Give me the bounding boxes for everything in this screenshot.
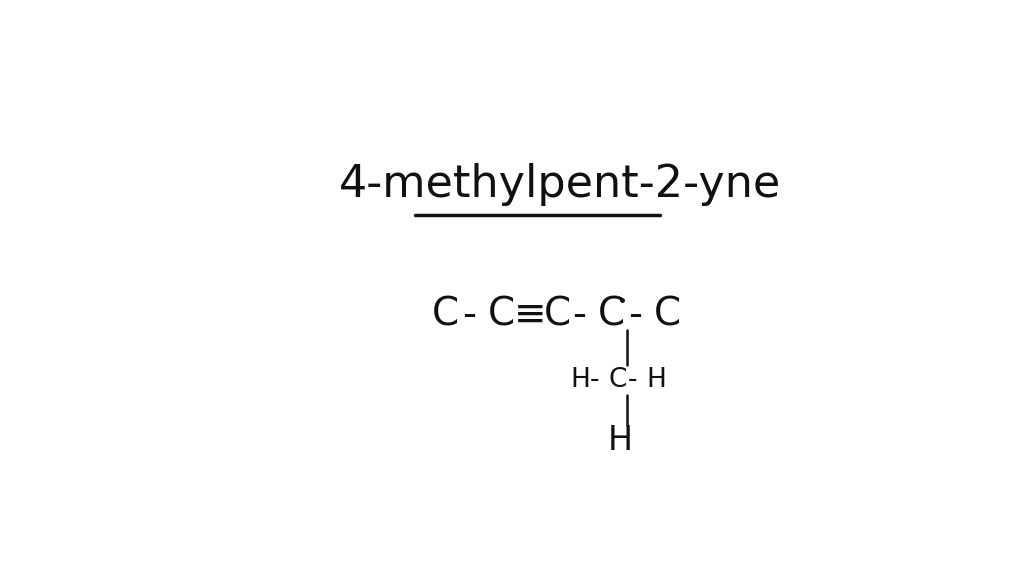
Text: C: C <box>598 296 625 334</box>
Text: H: H <box>646 367 666 393</box>
Text: C: C <box>654 296 681 334</box>
Text: -: - <box>590 367 599 393</box>
Text: C: C <box>488 296 515 334</box>
Text: C: C <box>608 367 627 393</box>
Text: H: H <box>607 423 633 457</box>
Text: ≡: ≡ <box>514 296 547 334</box>
Text: C: C <box>544 296 571 334</box>
Text: C: C <box>432 296 459 334</box>
Text: -: - <box>572 296 586 334</box>
Text: -: - <box>462 296 476 334</box>
Text: H: H <box>570 367 590 393</box>
Text: -: - <box>628 296 642 334</box>
Text: 4-methylpent-2-yne: 4-methylpent-2-yne <box>339 164 781 207</box>
Text: -: - <box>628 367 638 393</box>
